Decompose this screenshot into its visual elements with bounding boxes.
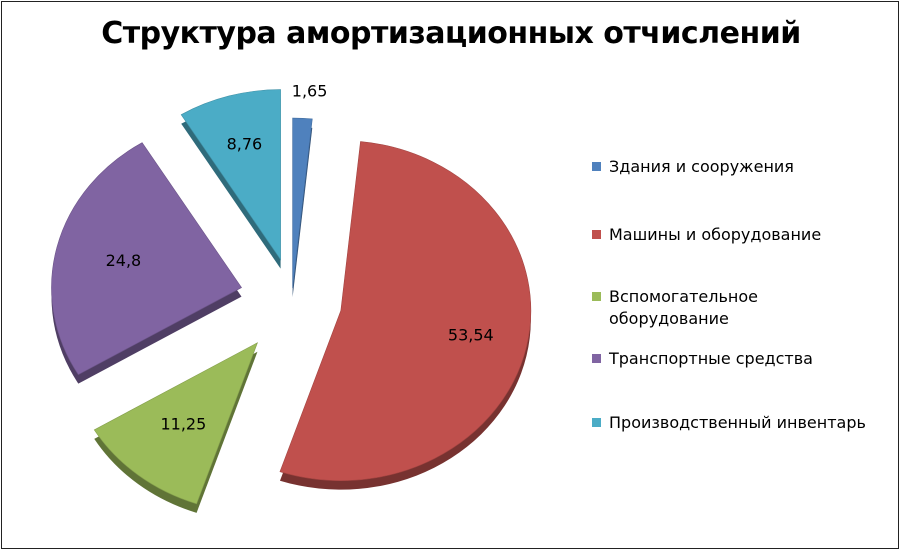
legend-item[interactable]: Транспортные средства — [592, 348, 881, 370]
legend-label: Производственный инвентарь — [609, 413, 866, 432]
chart-title: Структура амортизационных отчислений — [101, 16, 801, 51]
pie-slice[interactable] — [279, 141, 532, 481]
legend-swatch — [592, 292, 601, 301]
legend-swatch — [592, 162, 601, 171]
legend-label: Машины и оборудование — [609, 225, 822, 244]
data-label: 53,54 — [448, 326, 494, 345]
legend-swatch — [592, 230, 601, 239]
legend-label: Транспортные средства — [609, 349, 813, 368]
pie-slice[interactable] — [51, 142, 242, 376]
pie-slices — [51, 89, 532, 505]
legend-item[interactable]: Производственный инвентарь — [592, 412, 881, 434]
legend-swatch — [592, 354, 601, 363]
pie-slice[interactable] — [180, 89, 281, 261]
data-labels: 1,65 53,54 11,25 24,8 8,76 — [106, 81, 494, 433]
legend-label: Здания и сооружения — [609, 157, 794, 176]
data-label: 1,65 — [292, 81, 328, 100]
pie-slice[interactable] — [292, 117, 313, 289]
data-label: 11,25 — [160, 414, 206, 433]
legend-item[interactable]: Здания и сооружения — [592, 156, 881, 178]
legend-swatch — [592, 418, 601, 427]
pie-slice[interactable] — [93, 342, 258, 505]
legend-item[interactable]: Машины и оборудование — [592, 224, 881, 246]
data-label: 8,76 — [227, 135, 263, 154]
legend-item[interactable]: Вспомогательное оборудование — [592, 286, 759, 330]
legend-label: Вспомогательное оборудование — [609, 287, 759, 328]
data-label: 24,8 — [106, 251, 142, 270]
